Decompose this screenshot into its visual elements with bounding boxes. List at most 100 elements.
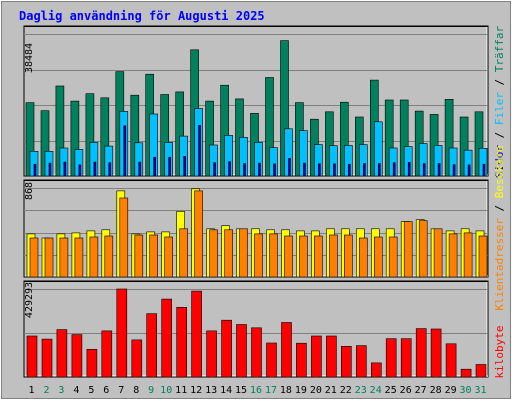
bar-pages-day-7	[123, 125, 127, 177]
day-label-30: 30	[459, 385, 471, 396]
bar-pages-day-10	[168, 156, 171, 177]
bar-sites-day-30	[463, 232, 473, 278]
bar-sites-day-14	[224, 229, 233, 278]
bar-kbytes-day-15	[236, 324, 247, 378]
bar-pages-day-31	[482, 163, 486, 177]
bar-sites-day-7	[119, 197, 129, 278]
day-labels: 1 2 3 4 5 6 7 8 9 10 11 12 13 14 15 16 17 18 19 20 21 22 23 24 2…	[28, 385, 486, 396]
bar-pages-day-13	[213, 162, 216, 177]
day-label-25: 25	[385, 385, 397, 396]
day-label-15: 15	[235, 385, 247, 396]
bar-sites-day-19	[299, 235, 308, 278]
bar-pages-day-25	[392, 162, 396, 177]
bar-sites-day-27	[418, 220, 428, 278]
bar-sites-day-31	[478, 235, 488, 278]
bar-pages-day-19	[303, 162, 306, 177]
bar-sites-day-26	[403, 221, 413, 278]
day-label-5: 5	[88, 385, 94, 396]
chart-title: Daglig användning för Augusti 2025	[19, 9, 265, 23]
bar-kbytes-day-25	[385, 338, 397, 378]
bar-pages-day-5	[93, 161, 97, 177]
bar-kbytes-day-14	[221, 319, 232, 378]
bar-sites-day-17	[269, 233, 278, 278]
bar-kbytes-day-28	[430, 328, 442, 378]
bar-sites-day-8	[134, 234, 144, 278]
panel-frames	[23, 25, 489, 378]
day-label-29: 29	[445, 385, 457, 396]
bar-pages-day-23	[362, 163, 366, 177]
bar-pages-day-6	[108, 162, 112, 177]
bar-sites-day-20	[314, 235, 323, 278]
day-label-24: 24	[370, 385, 382, 396]
bar-sites-day-24	[373, 236, 383, 278]
bar-kbytes-day-3	[56, 329, 68, 378]
bar-sites-day-15	[239, 228, 248, 278]
bar-pages-day-24	[377, 163, 381, 177]
bar-pages-day-20	[318, 163, 321, 177]
bar-pages-day-29	[452, 164, 456, 177]
bar-kbytes-day-10	[161, 298, 172, 378]
day-label-1: 1	[28, 385, 34, 396]
bar-kbytes-day-7	[116, 288, 128, 378]
legend-pages: Sidor	[493, 145, 506, 178]
legend-hits-files-pages: Sidor / Filer / Träffar	[493, 25, 506, 178]
legend-visits: Besökare	[493, 145, 506, 198]
day-label-26: 26	[400, 385, 412, 396]
bar-pages-day-28	[437, 163, 441, 177]
bar-kbytes-day-16	[251, 327, 262, 378]
bar-kbytes-day-1	[26, 335, 38, 378]
day-label-4: 4	[73, 385, 79, 396]
bar-sites-day-9	[149, 234, 158, 278]
day-label-9: 9	[148, 385, 154, 396]
bar-sites-day-18	[284, 235, 293, 278]
bar-kbytes-day-22	[340, 345, 352, 378]
bar-pages-day-16	[258, 162, 261, 177]
bar-pages-day-4	[78, 164, 82, 177]
bar-pages-day-2	[48, 162, 52, 177]
legend-sep-3: /	[493, 198, 506, 218]
bar-sites-day-29	[448, 233, 458, 278]
day-label-10: 10	[160, 385, 172, 396]
bar-pages-day-8	[138, 161, 142, 177]
day-label-3: 3	[58, 385, 64, 396]
day-label-28: 28	[430, 385, 442, 396]
bar-pages-day-18	[288, 158, 291, 177]
legend-visits-sites: Klientadresser / Besökare	[493, 145, 506, 311]
legend-files: Filer	[493, 92, 506, 125]
bar-kbytes-day-17	[266, 342, 277, 378]
visits-ymax-label: 868	[24, 182, 35, 200]
day-label-22: 22	[340, 385, 352, 396]
bar-kbytes-day-6	[101, 330, 113, 378]
bar-sites-day-25	[388, 236, 398, 278]
bar-kbytes-day-13	[206, 330, 217, 378]
day-label-14: 14	[220, 385, 232, 396]
day-label-17: 17	[265, 385, 277, 396]
bar-kbytes-day-12	[191, 290, 202, 378]
bar-kbytes-day-24	[370, 362, 382, 378]
bar-pages-day-15	[243, 163, 246, 177]
bar-kbytes-day-9	[146, 313, 157, 378]
hits-ymax-label: 38484	[24, 43, 35, 73]
kbytes-ymax-label: 429293	[24, 282, 35, 318]
legend-kbytes: kilobyte	[493, 326, 506, 379]
bar-sites-day-13	[209, 229, 218, 278]
bar-kbytes-day-5	[86, 348, 98, 378]
bar-pages-day-1	[33, 163, 37, 177]
day-label-27: 27	[415, 385, 427, 396]
bar-kbytes-day-20	[311, 335, 322, 378]
bar-sites-day-28	[433, 228, 443, 278]
day-label-18: 18	[280, 385, 292, 396]
bar-sites-day-22	[343, 234, 353, 278]
bar-pages-day-27	[422, 163, 426, 177]
bar-pages-day-17	[273, 163, 276, 177]
legend-hits: Träffar	[493, 25, 506, 72]
legend-sep-2: /	[493, 72, 506, 92]
bar-kbytes-day-19	[296, 342, 307, 378]
bar-sites-day-4	[74, 237, 84, 278]
day-label-21: 21	[325, 385, 337, 396]
bar-pages-day-12	[198, 125, 201, 177]
bar-pages-day-30	[467, 164, 471, 177]
bar-sites-day-5	[89, 236, 99, 278]
